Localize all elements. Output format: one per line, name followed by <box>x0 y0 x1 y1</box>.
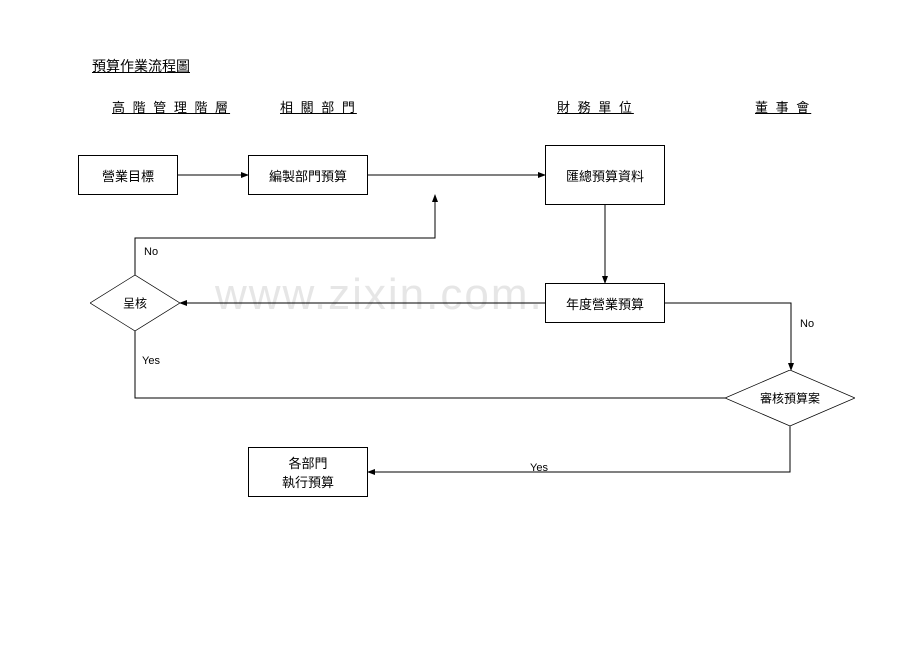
node-consolidate-budget-data: 匯總預算資料 <box>545 145 665 205</box>
label-d1-no: No <box>144 246 158 258</box>
label-d2-no: No <box>800 318 814 330</box>
label-d2-yes: Yes <box>530 462 548 474</box>
page-title: 預算作業流程圖 <box>92 56 190 76</box>
node-execute-budget: 各部門 執行預算 <box>248 447 368 497</box>
node-business-target: 營業目標 <box>78 155 178 195</box>
decision-submit-review-label: 呈核 <box>123 295 147 312</box>
lane-finance: 財 務 單 位 <box>557 97 634 116</box>
lane-related-dept: 相 關 部 門 <box>280 97 357 116</box>
lane-board: 董 事 會 <box>755 97 811 116</box>
node-compile-dept-budget: 編製部門預算 <box>248 155 368 195</box>
decision-audit-budget: 審核預算案 <box>725 370 855 426</box>
node-annual-operating-budget: 年度營業預算 <box>545 283 665 323</box>
decision-audit-budget-label: 審核預算案 <box>760 390 820 407</box>
label-d1-yes: Yes <box>142 355 160 367</box>
watermark: www.zixin.com.cn <box>215 270 594 320</box>
lane-senior-mgmt: 高 階 管 理 階 層 <box>112 97 230 116</box>
decision-submit-review: 呈核 <box>90 275 180 331</box>
